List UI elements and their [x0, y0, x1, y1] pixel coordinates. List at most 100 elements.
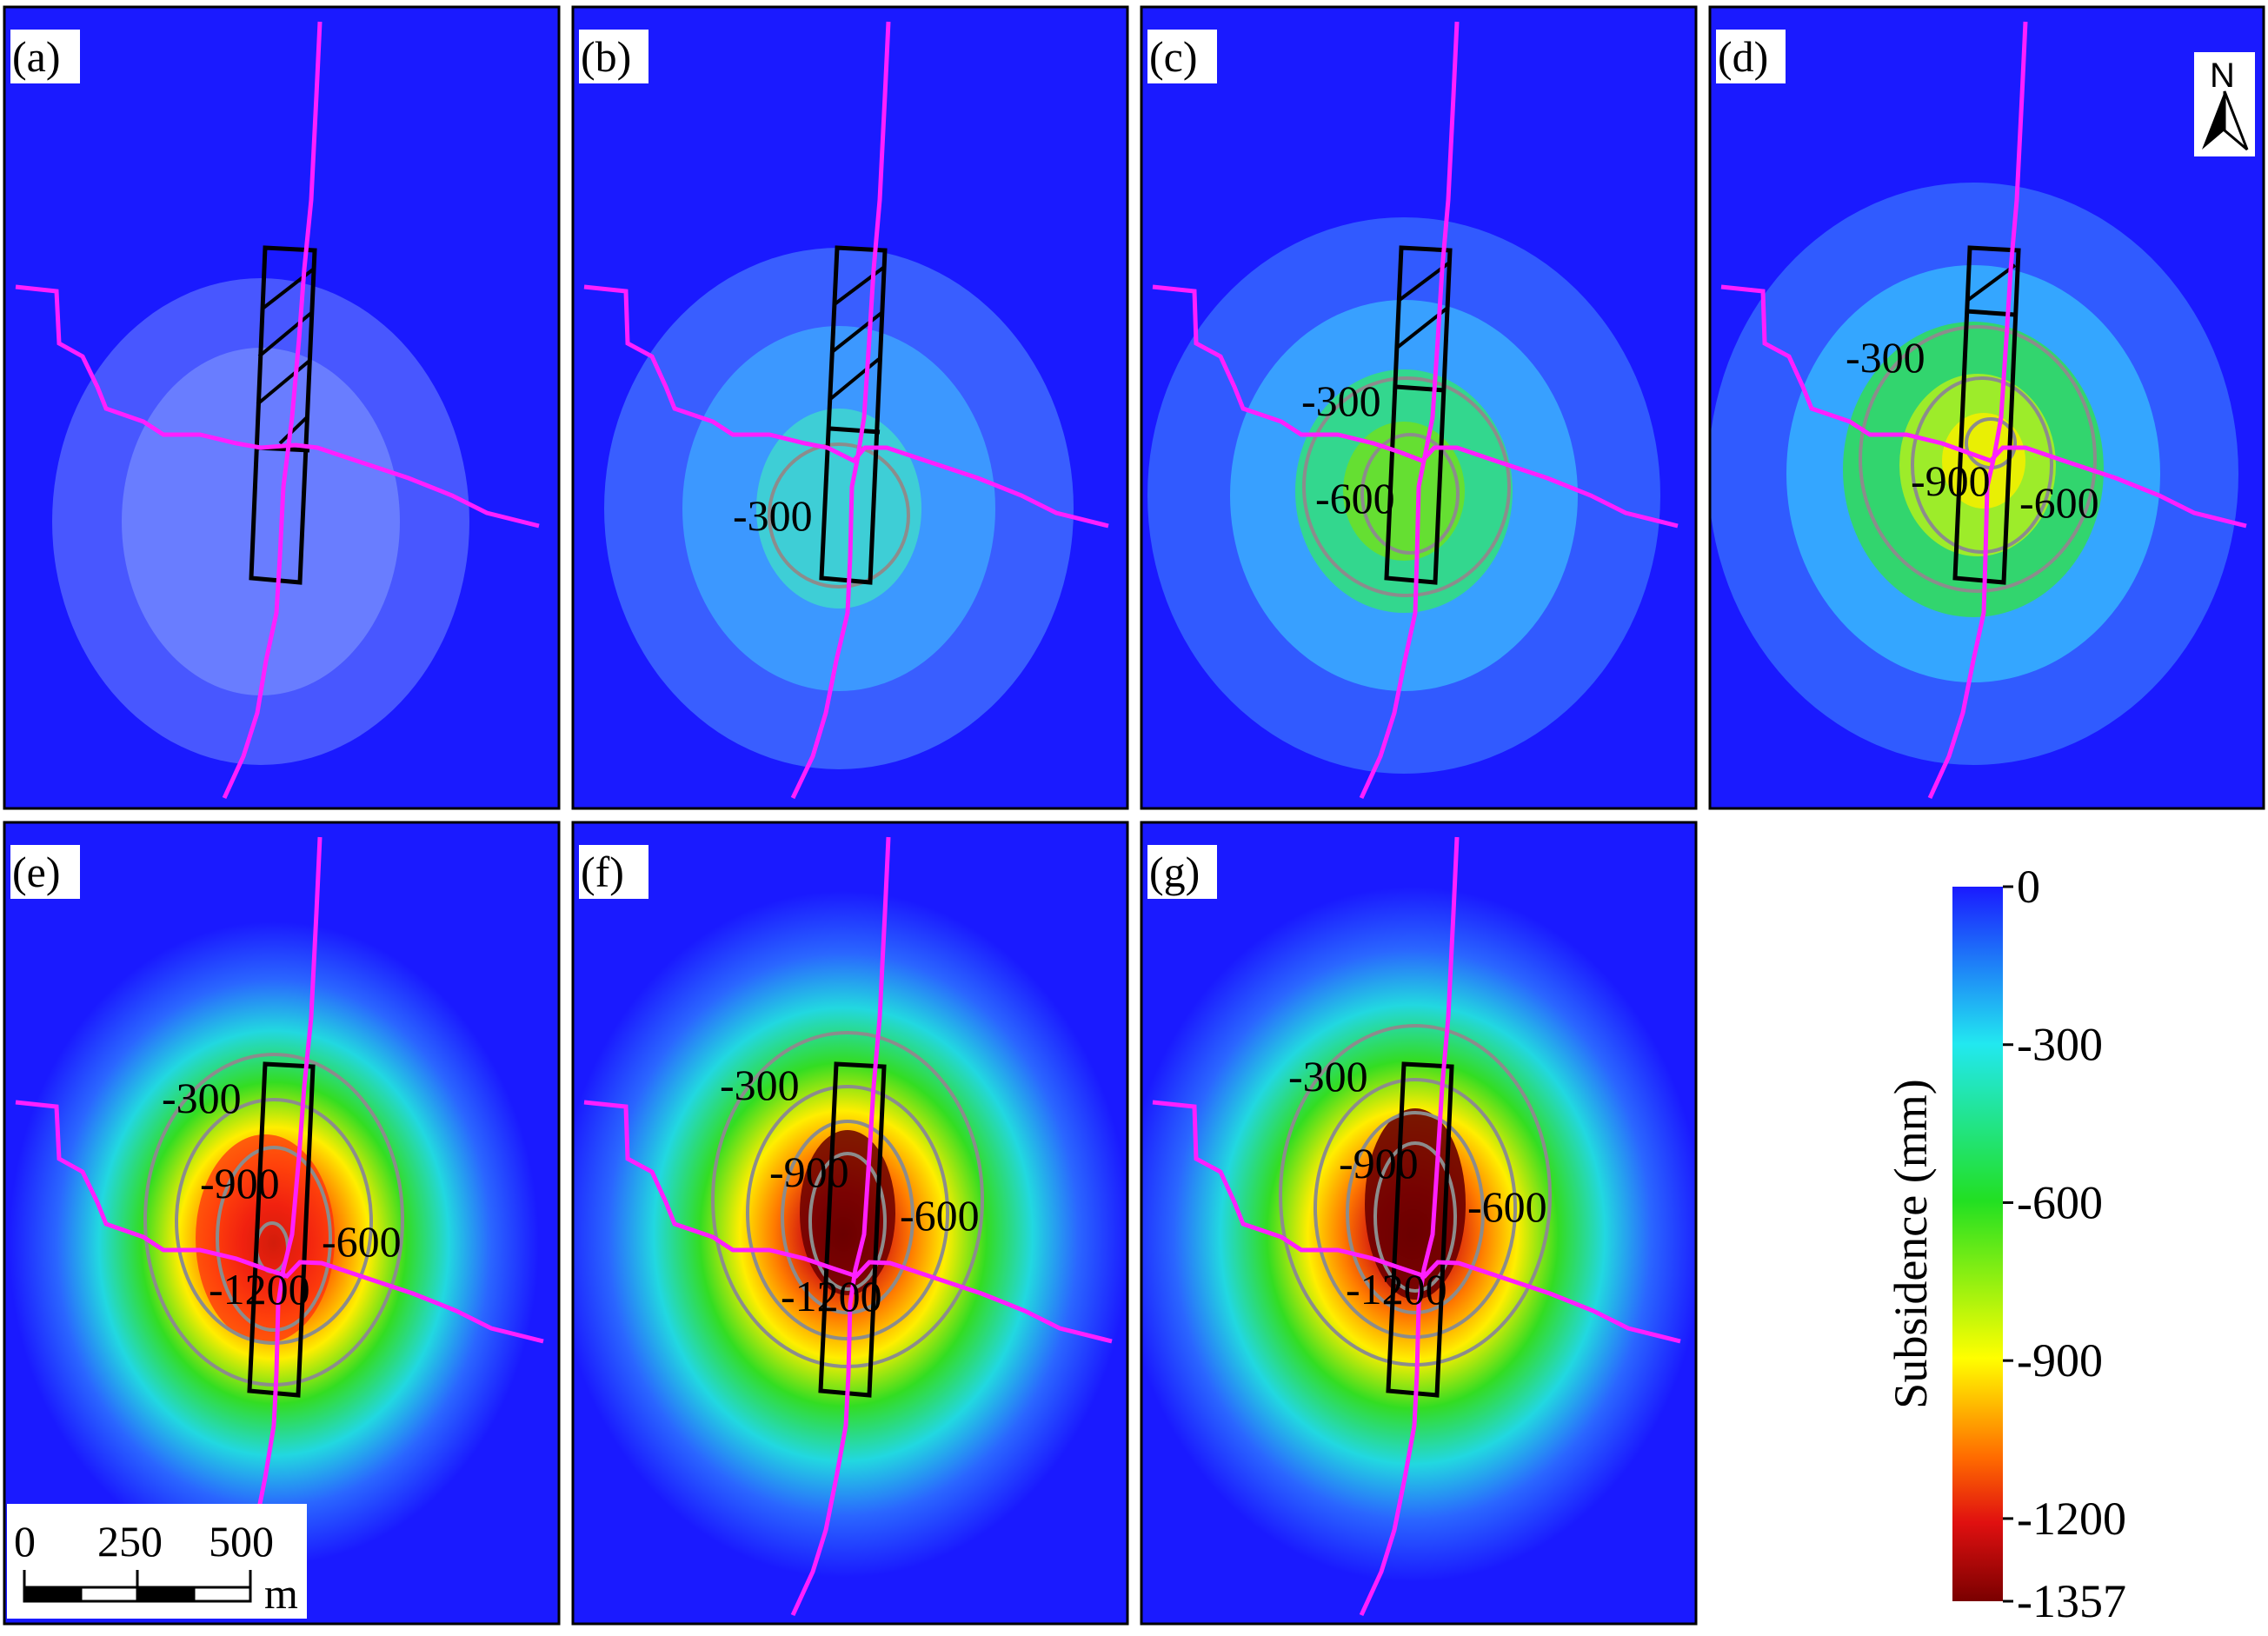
north-arrow-left — [2202, 91, 2225, 150]
contour-900 — [216, 1146, 332, 1332]
contour-300 — [1859, 325, 2097, 593]
contour-label: -900 — [769, 1147, 849, 1196]
panel-a — [4, 7, 559, 808]
contour-label: -1200 — [1346, 1265, 1447, 1313]
road-ew — [583, 1100, 1113, 1344]
working-face — [1952, 245, 2021, 585]
panel-frame — [3, 821, 561, 1626]
road-ew — [1152, 284, 1679, 529]
contour-label: -900 — [1339, 1139, 1419, 1187]
road-ns — [1359, 21, 1460, 800]
contour-label: -1200 — [209, 1265, 310, 1313]
panel-f — [573, 822, 1127, 1624]
subsidence-peak — [196, 1134, 335, 1343]
colorbar-ramp — [1952, 887, 2003, 1601]
panel-label-box — [10, 845, 80, 899]
colorbar-tick-label: -900 — [2017, 1334, 2103, 1387]
panel-e — [4, 822, 559, 1624]
colorbar-tick-label: -300 — [2017, 1019, 2103, 1071]
contour-600 — [1314, 1078, 1517, 1339]
contour-300 — [768, 442, 910, 589]
working-face — [249, 245, 317, 585]
contour-1200 — [1373, 1141, 1457, 1293]
colorbar-tick-label: -1357 — [2017, 1575, 2126, 1627]
panel-label: (g) — [1149, 848, 1200, 896]
colorbar-tick-label: -1200 — [2017, 1493, 2126, 1545]
contour-600 — [1360, 433, 1460, 555]
panel-label-box — [1147, 30, 1217, 83]
contour-label: -1200 — [781, 1272, 882, 1320]
panel-frame — [571, 5, 1129, 810]
north-arrow: N — [2194, 52, 2255, 156]
road-ew — [583, 284, 1109, 529]
working-face — [1386, 1061, 1454, 1398]
panel-b — [573, 7, 1127, 808]
panel-label: (b) — [581, 32, 631, 81]
panel-frame — [3, 5, 561, 810]
hatching — [1966, 263, 2017, 302]
panel-g — [1141, 822, 1696, 1624]
road-ns — [790, 836, 891, 1617]
panel-label-box — [10, 30, 80, 83]
panel-c — [1141, 7, 1696, 808]
colorbar-tick-label: -600 — [2017, 1176, 2103, 1228]
colorbar-tick-label: 0 — [2017, 861, 2040, 913]
road-ew — [15, 284, 540, 529]
road-ew — [15, 1100, 544, 1344]
scale-bar: 0 250 500 m — [7, 1504, 307, 1619]
contour-label: -600 — [1315, 474, 1395, 522]
road-ew — [1720, 284, 2247, 529]
contour-600 — [175, 1098, 373, 1345]
contour-label: -900 — [1911, 456, 1991, 505]
road-ns — [790, 21, 891, 800]
working-face — [818, 1061, 887, 1398]
panel-frame — [571, 821, 1129, 1626]
colorbar-ticks: 0 -300 -600 -900 -1200 -1357 — [2003, 861, 2126, 1627]
panel-label: (e) — [12, 848, 61, 896]
contour-label: -600 — [322, 1217, 402, 1266]
contour-label: -900 — [200, 1159, 280, 1207]
panel-label: (f) — [581, 848, 624, 896]
working-face-divider — [829, 426, 881, 435]
contour-900 — [1346, 1111, 1485, 1314]
panel-label: (d) — [1718, 32, 1768, 81]
panel-frame — [1140, 5, 1698, 810]
panel-label-box — [579, 30, 648, 83]
panel-label-box — [579, 845, 648, 899]
panel-frame — [1708, 5, 2265, 810]
subsidence-peak — [1365, 1108, 1466, 1300]
north-arrow-right — [2223, 90, 2249, 151]
road-ew — [1152, 1100, 1681, 1344]
contour-label: -600 — [1467, 1182, 1547, 1231]
panel-label-box — [1716, 30, 1786, 83]
contour-300 — [1302, 376, 1511, 597]
panel-label-box — [1147, 845, 1217, 899]
contour-label: -300 — [162, 1074, 242, 1122]
panel-label: (a) — [12, 32, 61, 81]
contour-label: -300 — [733, 491, 813, 540]
colorbar: 0 -300 -600 -900 -1200 -1357 Subsidence (mm) — [1885, 861, 2126, 1627]
working-face — [1384, 245, 1453, 585]
contour-label: -600 — [2019, 478, 2099, 527]
scale-segment-4 — [192, 1586, 252, 1603]
road-ns — [222, 21, 323, 800]
contour-label: -300 — [720, 1061, 800, 1109]
scale-tick-250: 250 — [97, 1517, 163, 1566]
working-face — [819, 245, 888, 585]
scale-segment-1 — [23, 1586, 83, 1603]
scale-unit: m — [264, 1569, 298, 1618]
contour-1200 — [808, 1152, 887, 1291]
contour-label: -300 — [1846, 333, 1925, 382]
road-ns — [1927, 21, 2028, 800]
panel-label: (c) — [1149, 32, 1198, 81]
scale-segment-2 — [79, 1586, 139, 1603]
working-face-divider — [1395, 384, 1446, 393]
contour-label: -300 — [1301, 376, 1381, 425]
panel-frame — [1140, 821, 1698, 1626]
colorbar-title: Subsidence (mm) — [1885, 1079, 1937, 1408]
subsidence-field — [52, 278, 469, 765]
panel-d — [1710, 7, 2264, 808]
road-ns — [1359, 836, 1460, 1617]
